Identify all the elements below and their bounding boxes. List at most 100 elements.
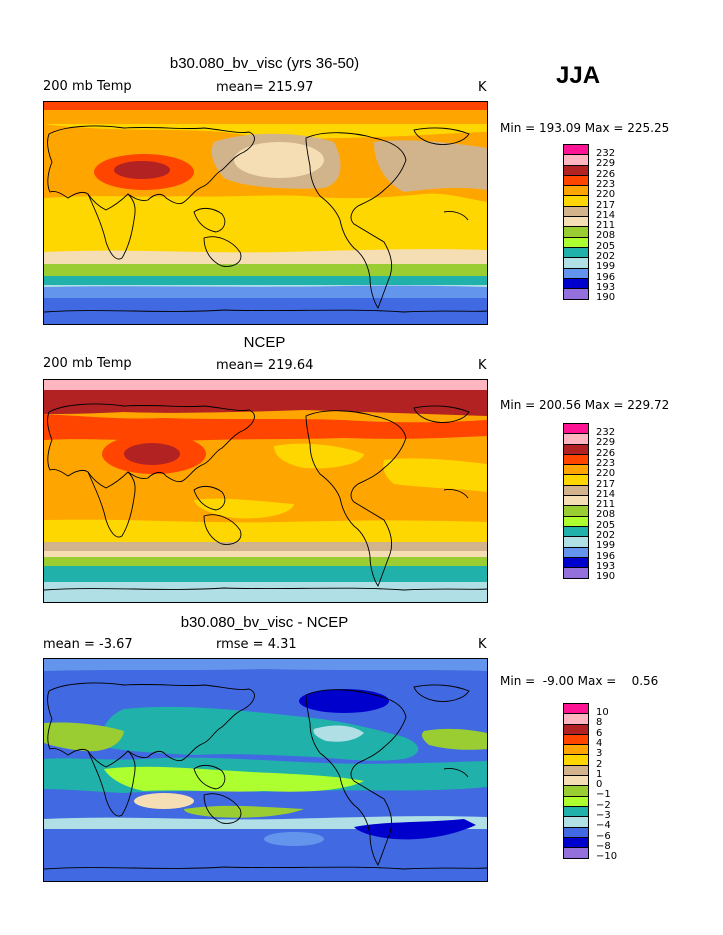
- colorbar-swatch: [564, 704, 588, 715]
- colorbar-swatch: [564, 258, 588, 269]
- colorbar-swatch: [564, 848, 588, 859]
- colorbar-swatch: [564, 485, 588, 497]
- colorbar-swatch: [564, 817, 588, 828]
- colorbar-label: 190: [596, 571, 616, 583]
- panel-3-rmse-label: rmse = 4.31: [216, 637, 297, 652]
- colorbar-swatch: [564, 424, 588, 435]
- colorbar-label: 208: [596, 230, 616, 242]
- colorbar-label: 8: [596, 717, 603, 729]
- colorbar-swatch: [564, 289, 588, 300]
- colorbar-swatch: [564, 186, 588, 197]
- colorbar-label: 232: [596, 427, 616, 438]
- panel-1-variable-label: 200 mb Temp: [43, 79, 132, 94]
- colorbar-label: 232: [596, 148, 616, 159]
- colorbar-swatch: [564, 175, 588, 187]
- colorbar-swatch: [564, 155, 588, 166]
- colorbar-label: 193: [596, 281, 616, 293]
- colorbar-swatch: [564, 526, 588, 538]
- colorbar-label: 226: [596, 168, 616, 180]
- colorbar-swatch: [564, 465, 588, 476]
- colorbar-label: −10: [596, 851, 618, 863]
- colorbar-label: 205: [596, 240, 616, 252]
- colorbar-swatch: [564, 734, 588, 746]
- colorbar-label: 0: [596, 779, 603, 791]
- colorbar-swatch: [564, 776, 588, 787]
- colorbar-swatch: [564, 278, 588, 290]
- colorbar-swatch: [564, 227, 588, 238]
- panel-1-minmax: Min = 193.09 Max = 225.25: [500, 121, 670, 135]
- colorbar-swatch: [564, 755, 588, 766]
- colorbar-label: −4: [596, 820, 611, 832]
- colorbar-swatch: [564, 165, 588, 176]
- colorbar-label: 6: [596, 727, 603, 739]
- panel-2-mean-label: mean= 219.64: [216, 358, 314, 373]
- colorbar-label: 3: [596, 748, 603, 760]
- colorbar-label: 220: [596, 189, 616, 201]
- colorbar-swatch: [564, 537, 588, 548]
- colorbar-label: 202: [596, 251, 616, 262]
- colorbar-label: 190: [596, 292, 616, 304]
- colorbar-label: 229: [596, 437, 616, 449]
- colorbar-label: 214: [596, 209, 616, 221]
- colorbar-label: 223: [596, 178, 616, 190]
- colorbar-label: 211: [596, 220, 616, 232]
- colorbar-swatch: [564, 206, 588, 218]
- colorbar-label: 211: [596, 499, 616, 511]
- colorbar-label: 220: [596, 468, 616, 480]
- panel-3-title: b30.080_bv_visc - NCEP: [180, 614, 349, 631]
- panel-1-title: b30.080_bv_visc (yrs 36-50): [169, 55, 360, 72]
- panel-3-contour-field: [44, 659, 487, 881]
- colorbar-label: 205: [596, 519, 616, 531]
- colorbar-label: −2: [596, 799, 611, 811]
- colorbar-swatch: [564, 145, 588, 156]
- colorbar-label: 223: [596, 457, 616, 469]
- panel-3-colorbar: [563, 703, 589, 860]
- colorbar-label: −6: [596, 830, 611, 842]
- colorbar-label: −3: [596, 810, 611, 821]
- colorbar-label: −8: [596, 840, 611, 852]
- colorbar-swatch: [564, 765, 588, 777]
- colorbar-swatch: [564, 444, 588, 455]
- colorbar-label: 208: [596, 509, 616, 521]
- colorbar-swatch: [564, 434, 588, 445]
- colorbar-label: 196: [596, 550, 616, 562]
- colorbar-swatch: [564, 714, 588, 725]
- colorbar-swatch: [564, 827, 588, 838]
- colorbar-swatch: [564, 268, 588, 279]
- colorbar-label: 199: [596, 540, 616, 552]
- panel-3-units-label: K: [478, 637, 487, 652]
- colorbar-swatch: [564, 196, 588, 207]
- colorbar-label: 196: [596, 271, 616, 283]
- colorbar-swatch: [564, 247, 588, 259]
- colorbar-swatch: [564, 516, 588, 527]
- colorbar-label: 199: [596, 261, 616, 273]
- colorbar-swatch: [564, 837, 588, 849]
- colorbar-label: −1: [596, 789, 611, 801]
- panel-3-minmax: Min = -9.00 Max = 0.56: [500, 674, 659, 688]
- colorbar-swatch: [564, 475, 588, 486]
- colorbar-label: 217: [596, 478, 616, 490]
- colorbar-label: 229: [596, 158, 616, 170]
- colorbar-swatch: [564, 745, 588, 756]
- panel-1-contour-field: [44, 102, 487, 324]
- colorbar-label: 4: [596, 737, 603, 749]
- colorbar-label: 202: [596, 530, 616, 541]
- panel-1-colorbar: [563, 144, 589, 301]
- colorbar-swatch: [564, 724, 588, 735]
- colorbar-swatch: [564, 547, 588, 558]
- colorbar-label: 2: [596, 758, 603, 770]
- panel-2-units-label: K: [478, 358, 487, 373]
- panel-1-mean-label: mean= 215.97: [216, 80, 314, 95]
- colorbar-label: 217: [596, 199, 616, 211]
- panel-2-colorbar: [563, 423, 589, 580]
- colorbar-swatch: [564, 237, 588, 248]
- panel-2-map: [43, 379, 488, 603]
- panel-2-minmax: Min = 200.56 Max = 229.72: [500, 398, 670, 412]
- colorbar-swatch: [564, 786, 588, 797]
- panel-2-variable-label: 200 mb Temp: [43, 356, 132, 371]
- colorbar-swatch: [564, 557, 588, 569]
- colorbar-swatch: [564, 806, 588, 818]
- season-label: JJA: [556, 62, 601, 89]
- panel-3-mean-label: mean = -3.67: [43, 637, 133, 652]
- colorbar-swatch: [564, 506, 588, 517]
